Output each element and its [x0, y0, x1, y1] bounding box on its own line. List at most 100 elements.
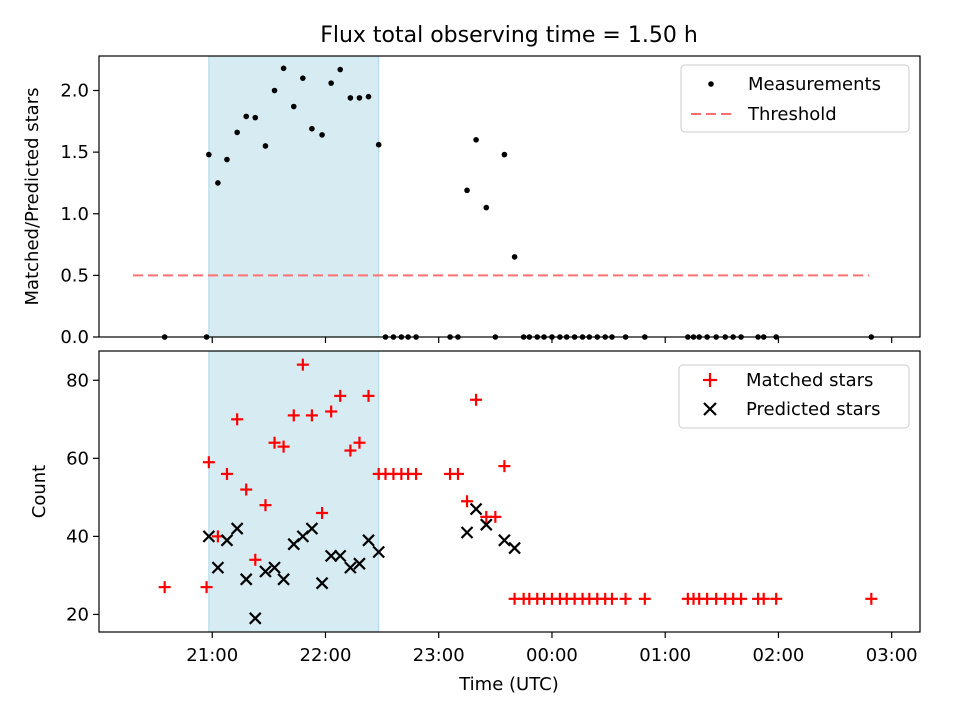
measurement-point	[252, 114, 259, 121]
bottom-x-ticks: 21:00 22:00 23:00 00:00 01:00 02:00 03:00	[186, 632, 918, 666]
legend-predicted-marker	[703, 402, 717, 416]
measurement-point	[290, 103, 297, 110]
measurement-point	[347, 95, 354, 101]
matched-star-point	[334, 389, 347, 402]
bottom-y-tick-label: 20	[66, 604, 89, 625]
predicted-star-point	[315, 576, 329, 590]
matched-star-point	[470, 393, 483, 406]
predicted-star-point	[211, 561, 225, 574]
measurement-point	[337, 66, 344, 73]
matched-star-point	[277, 440, 290, 453]
bottom-y-tick-label: 40	[66, 526, 89, 547]
top-y-axis-label: Matched/Predicted stars	[22, 88, 43, 306]
x-axis-label: Time (UTC)	[458, 674, 559, 695]
legend-measurements-marker	[708, 81, 714, 87]
matched-star-point	[240, 483, 253, 496]
measurement-point	[375, 141, 382, 148]
matched-star-point	[865, 592, 878, 605]
predicted-star-point	[333, 549, 347, 563]
matched-star-point	[451, 467, 464, 480]
top-y-ticks: 0.0 0.5 1.0 1.5 2.0	[60, 81, 99, 348]
predicted-star-point	[202, 530, 216, 543]
top-x-ticks	[211, 337, 893, 343]
measurement-point	[215, 180, 221, 186]
predicted-star-point	[362, 534, 375, 547]
predicted-star-point	[344, 561, 357, 574]
measurement-point	[243, 113, 250, 120]
top-y-tick-label: 2.0	[60, 81, 89, 102]
top-y-tick-label: 1.5	[60, 142, 89, 163]
top-observing-interval-shade	[208, 55, 380, 338]
matched-star-point	[489, 510, 502, 523]
measurement-point	[300, 75, 306, 81]
matched-star-point	[249, 553, 262, 566]
matched-star-point	[220, 467, 233, 480]
measurement-point	[271, 87, 278, 94]
predicted-star-point	[498, 534, 511, 547]
matched-star-point	[344, 444, 357, 457]
predicted-star-point	[268, 561, 281, 574]
bottom-y-tick-label: 80	[66, 370, 89, 391]
legend-threshold-label: Threshold	[747, 104, 837, 125]
x-tick-label: 01:00	[639, 645, 691, 666]
legend-measurements-label: Measurements	[748, 74, 881, 95]
top-legend-box	[680, 64, 910, 133]
x-tick-label: 23:00	[413, 645, 465, 666]
predicted-star-point	[372, 545, 385, 559]
top-y-tick-label: 1.0	[60, 204, 89, 225]
measurement-point	[473, 137, 479, 143]
measurement-point	[365, 93, 372, 100]
predicted-star-point	[230, 522, 244, 535]
matched-star-point	[231, 413, 244, 426]
predicted-star-point	[259, 565, 272, 578]
matched-star-point	[259, 499, 272, 512]
matched-star-point	[605, 592, 618, 605]
measurement-point	[234, 129, 240, 136]
top-legend: Measurements Threshold	[680, 64, 910, 133]
predicted-star-point	[248, 612, 262, 625]
matched-star-point	[770, 592, 783, 605]
measurement-point	[262, 143, 269, 149]
predicted-star-point	[324, 549, 338, 563]
matched-star-point	[325, 405, 338, 418]
bottom-legend-box	[678, 364, 910, 429]
predicted-star-point	[277, 573, 290, 586]
matched-star-point	[410, 467, 423, 480]
top-y-tick-label: 0.5	[60, 265, 89, 286]
measurement-point	[309, 125, 315, 132]
predicted-star-point	[239, 573, 253, 586]
x-tick-label: 22:00	[300, 645, 352, 666]
matched-star-point	[461, 495, 474, 508]
figure-title: Flux total observing time = 1.50 h	[320, 23, 698, 48]
measurement-point	[511, 254, 518, 260]
matched-star-point	[158, 581, 171, 594]
measurement-point	[464, 187, 470, 194]
matched-star-point	[316, 506, 329, 519]
measurement-point	[483, 204, 490, 211]
matched-star-point	[296, 358, 309, 371]
x-tick-label: 21:00	[186, 645, 238, 666]
legend-matched-marker	[703, 373, 717, 387]
legend-predicted-label: Predicted stars	[746, 399, 880, 420]
matched-star-point	[619, 592, 632, 605]
matched-star-point	[757, 592, 770, 605]
top-plot-frame	[98, 55, 921, 338]
bottom-observing-interval-shade	[208, 350, 380, 633]
predicted-star-point	[469, 502, 483, 516]
measurement-point	[206, 151, 212, 158]
predicted-star-point	[460, 526, 474, 539]
measurement-point	[319, 132, 325, 138]
bottom-panel: 20 40 60 80 21:00 22:00 23:00 00:00 01:00 02:00 0…	[29, 350, 921, 695]
predicted-star-point	[305, 522, 319, 535]
measurement-point	[356, 95, 363, 101]
predicted-star-point	[220, 534, 234, 547]
top-y-tick-label: 0.0	[60, 327, 89, 348]
bottom-y-tick-label: 60	[66, 448, 89, 469]
legend-matched-label: Matched stars	[746, 370, 873, 391]
bottom-legend: Matched stars Predicted stars	[678, 364, 910, 429]
measurement-point	[224, 156, 230, 163]
matched-star-point	[362, 389, 375, 402]
matched-star-point	[353, 436, 366, 449]
measurement-point	[328, 80, 334, 86]
